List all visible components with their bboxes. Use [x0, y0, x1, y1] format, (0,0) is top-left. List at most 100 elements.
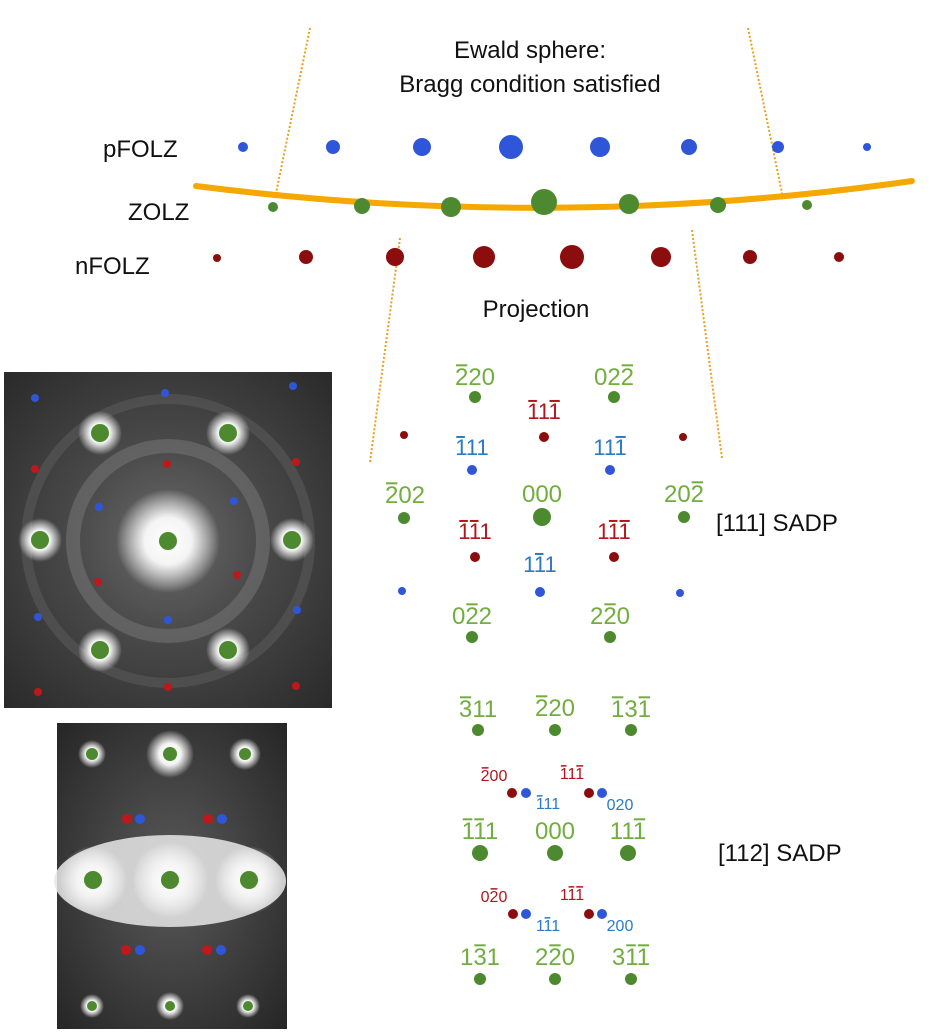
- spot-112-g000: [547, 845, 563, 861]
- spot-111-b-a: [467, 465, 477, 475]
- miller-index-label: 220: [535, 695, 575, 722]
- spot-112-r020: [508, 909, 518, 919]
- spot-111-r-b: [609, 552, 619, 562]
- spot-112-b111b: [521, 909, 531, 919]
- spot-112-g311b: [625, 973, 637, 985]
- nfolz-spot: [560, 245, 584, 269]
- sadp-111-title: [111] SADP: [716, 510, 838, 537]
- miller-index-label: 202: [664, 481, 704, 508]
- miller-index-label: 111: [597, 519, 630, 544]
- spot-112-r200: [507, 788, 517, 798]
- pfolz-row: [238, 135, 871, 159]
- pfolz-spot: [590, 137, 610, 157]
- spot-112-b111t: [521, 788, 531, 798]
- pfolz-spot: [499, 135, 523, 159]
- spot-111-r-top: [539, 432, 549, 442]
- miller-index-label: 111: [536, 918, 560, 935]
- sadp-111-labels: 220 022 111 111 111 202 000 202 111 111 111 022 220: [385, 364, 704, 630]
- spot-111-g202b: [678, 511, 690, 523]
- zolz-spot: [531, 189, 557, 215]
- nfolz-spot: [473, 246, 495, 268]
- zolz-spot: [619, 194, 639, 214]
- spot-111-g022m: [608, 391, 620, 403]
- ewald-schematic: Ewald sphere: Bragg condition satisfied …: [75, 27, 915, 463]
- nfolz-spot: [386, 248, 404, 266]
- zolz-spot: [354, 198, 370, 214]
- spot-111-g220m: [469, 391, 481, 403]
- guide-line-left-bottom: [369, 237, 401, 463]
- miller-index-label: 220: [590, 603, 630, 630]
- pfolz-spot: [863, 143, 871, 151]
- nfolz-row: [213, 245, 844, 269]
- miller-index-label: 111: [458, 519, 491, 544]
- spot-112-g220: [549, 724, 561, 736]
- ewald-title-line1: Ewald sphere:: [454, 37, 606, 64]
- ewald-title-line2: Bragg condition satisfied: [399, 71, 661, 98]
- nfolz-spot: [299, 250, 313, 264]
- miller-index-label: 131: [460, 944, 500, 971]
- miller-index-label: 131: [611, 696, 651, 723]
- miller-index-label: 200: [481, 768, 508, 785]
- spot-111-b-b: [605, 465, 615, 475]
- nfolz-spot: [743, 250, 757, 264]
- spot-111-r-left: [400, 431, 408, 439]
- spot-111-g022b: [466, 631, 478, 643]
- pfolz-spot: [326, 140, 340, 154]
- spot-111-b-left: [398, 587, 406, 595]
- spot-112-g131: [625, 724, 637, 736]
- spot-111-g220b: [604, 631, 616, 643]
- miller-index-label: 311: [459, 696, 497, 723]
- guide-line-right-top: [747, 27, 784, 199]
- spot-112-b200: [597, 909, 607, 919]
- nfolz-spot: [834, 252, 844, 262]
- nfolz-spot: [651, 247, 671, 267]
- spot-112-g131b: [474, 973, 486, 985]
- zolz-spot: [710, 197, 726, 213]
- miller-index-label: 111: [536, 796, 560, 813]
- miller-index-label: 000: [522, 481, 562, 508]
- spot-111-r-a: [470, 552, 480, 562]
- miller-index-label: 111: [527, 399, 560, 424]
- miller-index-label: 111: [462, 818, 499, 845]
- miller-index-label: 020: [607, 797, 634, 814]
- spot-111-g202m: [398, 512, 410, 524]
- pfolz-spot: [681, 139, 697, 155]
- spot-112-b020: [597, 788, 607, 798]
- miller-index-label: 022: [452, 603, 492, 630]
- layer-label-pfolz: pFOLZ: [103, 136, 178, 163]
- miller-index-label: 311: [612, 944, 650, 971]
- miller-index-label: 000: [535, 818, 575, 845]
- miller-index-label: 111: [560, 887, 584, 904]
- pfolz-spot: [772, 141, 784, 153]
- guide-line-left-top: [274, 27, 311, 199]
- micrograph-111: [4, 372, 332, 708]
- pfolz-spot: [413, 138, 431, 156]
- micrograph-112: [54, 723, 287, 1029]
- spot-112-g220b: [549, 973, 561, 985]
- projection-label: Projection: [483, 296, 590, 323]
- spot-111-b-c: [535, 587, 545, 597]
- miller-index-label: 111: [593, 435, 626, 460]
- miller-index-label: 111: [523, 552, 556, 577]
- spot-112-g111b: [620, 845, 636, 861]
- guide-line-right-bottom: [691, 229, 723, 459]
- miller-index-label: 220: [535, 944, 575, 971]
- zolz-spot: [441, 197, 461, 217]
- miller-index-label: 111: [560, 766, 584, 783]
- pfolz-spot: [238, 142, 248, 152]
- miller-index-label: 220: [455, 364, 495, 391]
- zolz-spot: [802, 200, 812, 210]
- sadp-111-pattern: 220 022 111 111 111 202 000 202 111 111 111 022 220 …: [385, 364, 838, 643]
- spot-112-r111b: [584, 909, 594, 919]
- spot-111-b-right: [676, 589, 684, 597]
- miller-index-label: 202: [385, 482, 425, 509]
- spot-112-r111t: [584, 788, 594, 798]
- spot-111-g000: [533, 508, 551, 526]
- spot-112-g111a: [472, 845, 488, 861]
- miller-index-label: 111: [610, 818, 647, 845]
- miller-index-label: 022: [594, 364, 634, 391]
- miller-index-label: 020: [481, 889, 508, 906]
